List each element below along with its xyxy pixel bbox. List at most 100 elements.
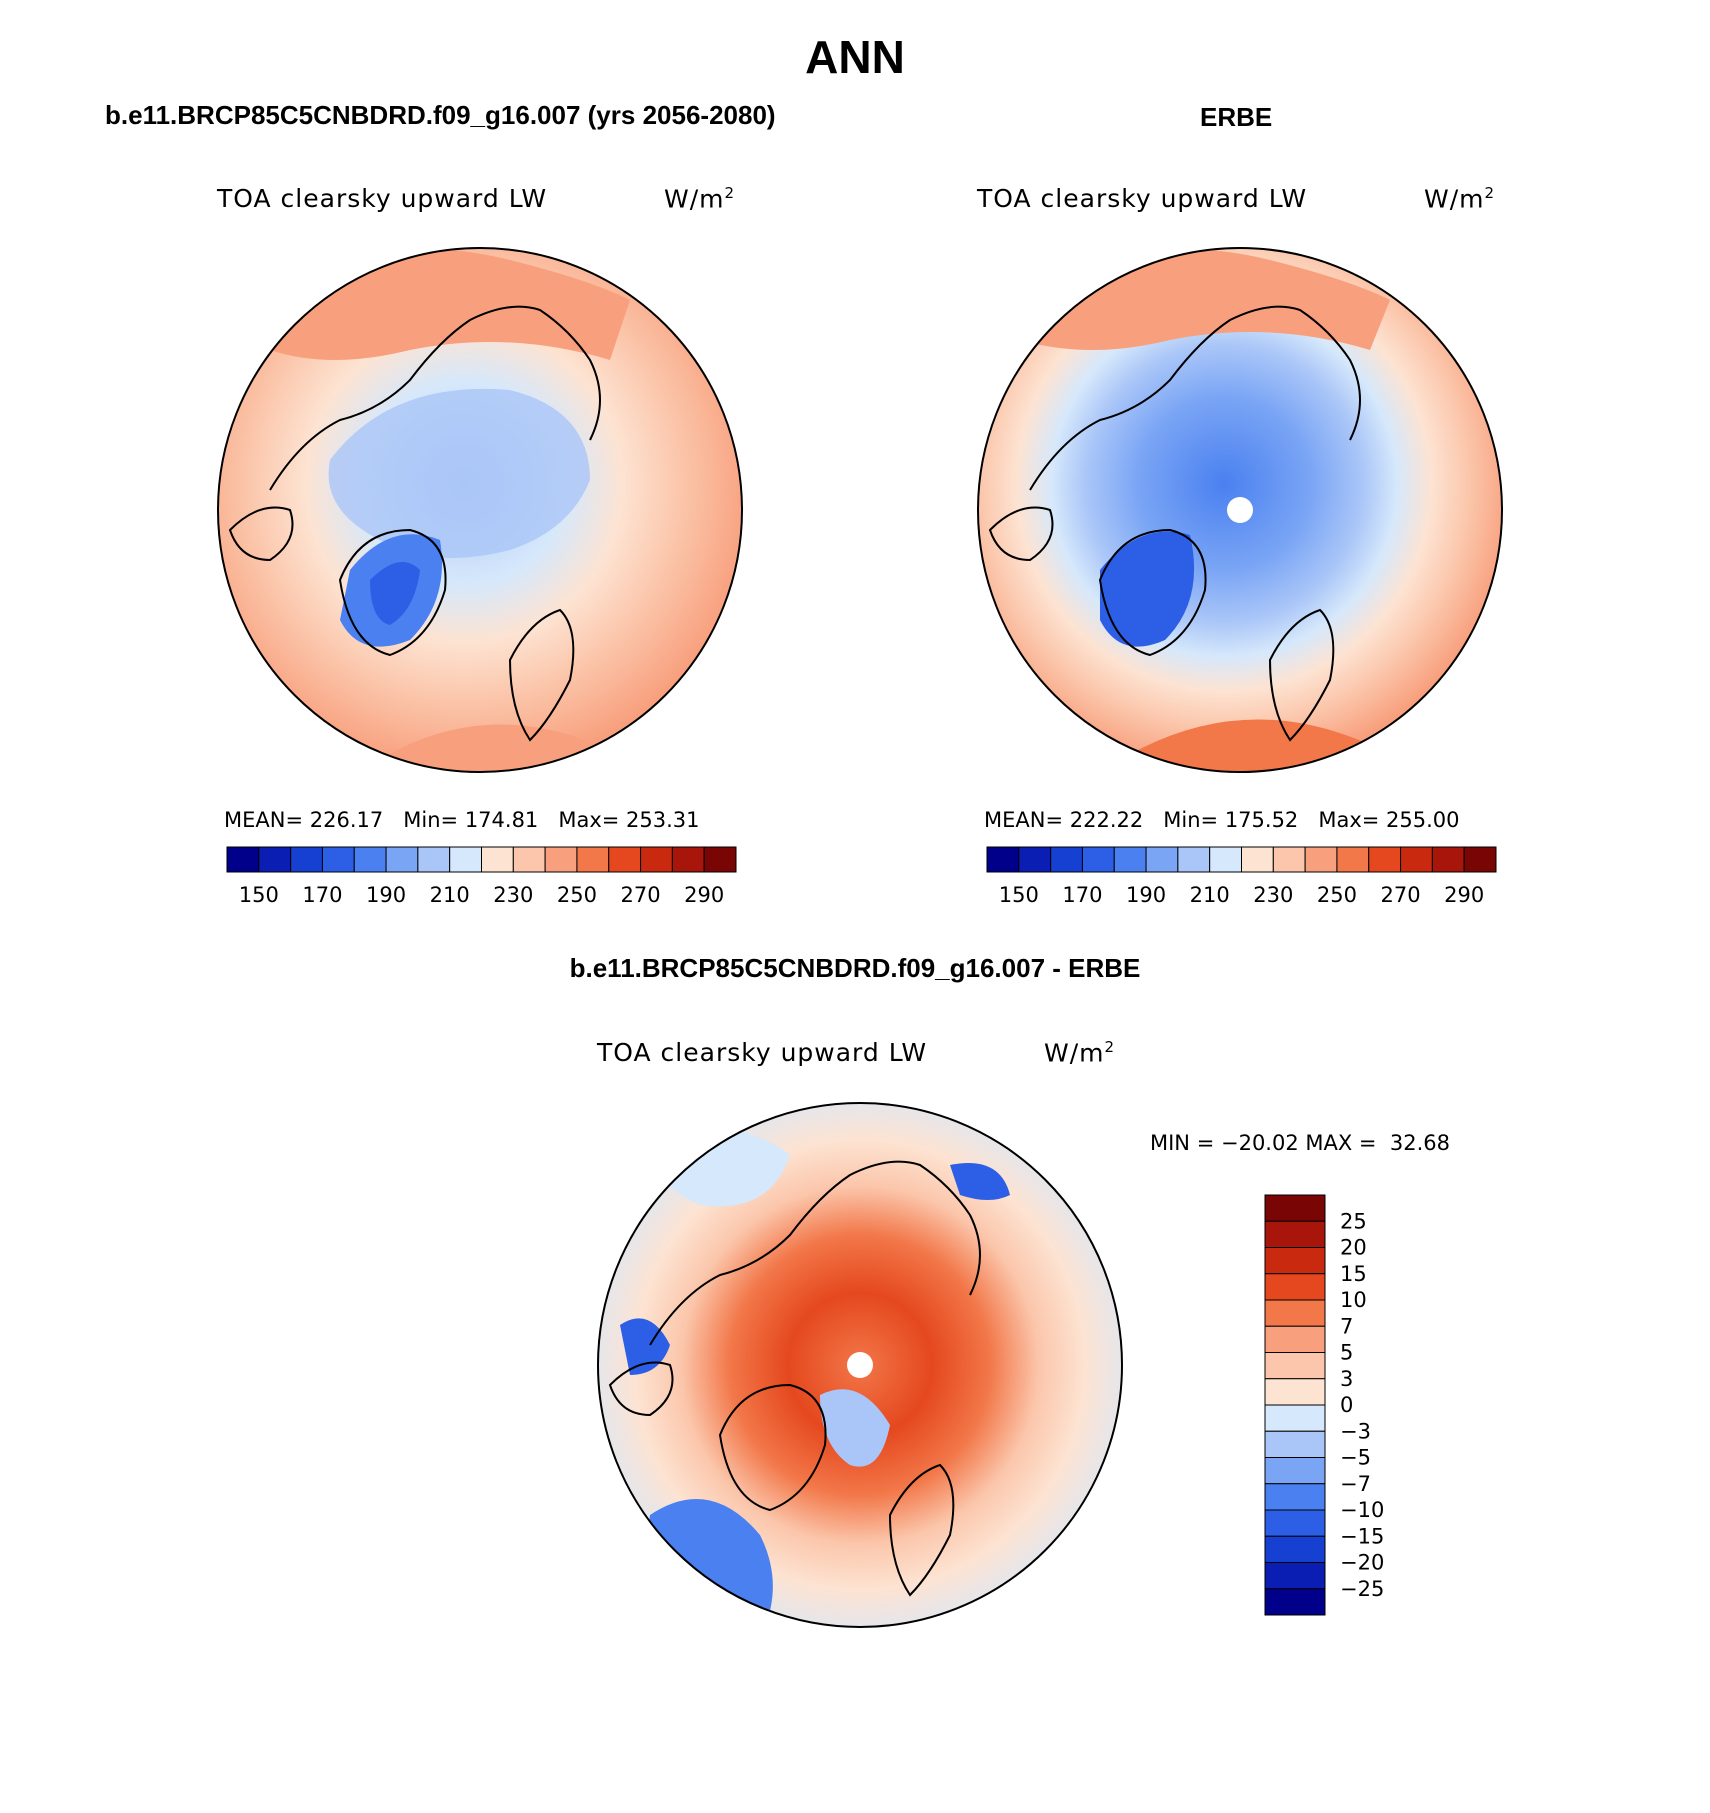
panel-2-colorbar-box — [1113, 846, 1147, 873]
panel-1-colorbar-box — [385, 846, 419, 873]
panel-1-colorbar-tick-label: 170 — [302, 883, 342, 907]
panel-3-stats: MIN = −20.02 MAX = 32.68 — [1150, 1131, 1451, 1155]
panel-3-colorbar-tick-label: 3 — [1340, 1367, 1353, 1391]
panel-1-colorbar-tick-label: 150 — [239, 883, 279, 907]
panel-3-colorbar-tick-label: 5 — [1340, 1341, 1353, 1365]
panel-2-colorbar-tick-label: 190 — [1126, 883, 1166, 907]
panel-2-greenland — [1100, 531, 1195, 647]
panel-1-colorbar-box — [703, 846, 737, 873]
panel-1-colorbar-box — [226, 846, 260, 873]
panel-1-colorbar-tick-label: 210 — [430, 883, 470, 907]
panel-1-stats: MEAN= 226.17 Min= 174.81 Max= 253.31 — [224, 808, 700, 832]
panel-1-coastlines — [228, 305, 601, 742]
panel-2-colorbar: 150 170 190 210 230 250 270 290 — [986, 846, 1497, 907]
panel-1-greenland-core — [370, 562, 420, 625]
panel-1-colorbar-box — [640, 846, 673, 873]
panel-2-colorbar-box — [1368, 846, 1402, 873]
panel-2-units: W/m2 — [1424, 184, 1496, 214]
panel-1-colorbar: 150 170 190 210 230 250 270 290 — [226, 846, 737, 907]
panel-2-map-border — [977, 247, 1503, 773]
panel-2-colorbar-tick-label: 170 — [1062, 883, 1102, 907]
panel-3-title: b.e11.BRCP85C5CNBDRD.f09_g16.007 - ERBE — [569, 953, 1141, 983]
panel-3-colorbar-box — [1264, 1404, 1326, 1432]
panel-1-colorbar-box — [544, 846, 578, 873]
panel-3-colorbar-box — [1264, 1588, 1326, 1616]
panel-3-colorbar-tick-label: −15 — [1340, 1524, 1384, 1548]
panel-1-arctic-ocean — [328, 388, 590, 558]
panel-3-map-border — [597, 1102, 1123, 1628]
panel-2-colorbar-box — [1463, 846, 1497, 873]
panel-3-colorbar-box — [1264, 1430, 1326, 1458]
panel-3-colorbar-box — [1264, 1299, 1326, 1327]
panel-2-pole-hole — [1227, 497, 1253, 523]
panel-2-colorbar-box — [1050, 846, 1083, 873]
panel-2-warm-region-south — [1080, 719, 1400, 772]
panel-2-colorbar-tick-label: 290 — [1444, 883, 1484, 907]
panel-1-variable-label: TOA clearsky upward LW — [217, 184, 548, 213]
panel-3-colorbar-box — [1264, 1483, 1326, 1511]
panel-3-colorbar-box — [1264, 1535, 1326, 1563]
panel-3-colorbar-tick-label: −5 — [1340, 1446, 1371, 1470]
panel-3-colorbar-tick-label: 15 — [1340, 1262, 1367, 1286]
panel-1-colorbar-tick-label: 250 — [557, 883, 597, 907]
panel-3-colorbar-tick-label: 7 — [1340, 1314, 1353, 1338]
panel-3-colorbar-box — [1264, 1325, 1326, 1353]
panel-1-map-border — [217, 247, 743, 773]
panel-3-colorbar-tick-label: −25 — [1340, 1577, 1384, 1601]
panel-2-colorbar-box — [1209, 846, 1242, 873]
panel-2-colorbar-box — [1304, 846, 1338, 873]
panel-1-colorbar-box — [671, 846, 705, 873]
panel-2-colorbar-box — [1336, 846, 1370, 873]
panel-1-warm-region-south — [330, 724, 630, 772]
panel-2-colorbar-box — [1431, 846, 1465, 873]
panel-2-colorbar-box — [1145, 846, 1179, 873]
panel-2-colorbar-tick-label: 210 — [1190, 883, 1230, 907]
panel-1-colorbar-box — [512, 846, 546, 873]
panel-1-colorbar-box — [481, 846, 514, 873]
panel-2-colorbar-tick-label: 230 — [1253, 883, 1293, 907]
panel-1-colorbar-box — [353, 846, 387, 873]
panel-2-colorbar-tick-label: 270 — [1381, 883, 1421, 907]
panel-1-colorbar-tick-label: 230 — [493, 883, 533, 907]
panel-3-units: W/m2 — [1044, 1038, 1116, 1068]
panel-3-colorbar-box — [1264, 1457, 1326, 1485]
panel-2-colorbar-box — [1400, 846, 1433, 873]
panel-3-colorbar-tick-label: 25 — [1340, 1209, 1367, 1233]
panel-3-colorbar-box — [1264, 1247, 1326, 1275]
panel-2-title: ERBE — [1200, 102, 1273, 132]
figure-title: ANN — [805, 31, 905, 83]
panel-2-colorbar-box — [1177, 846, 1211, 873]
panel-3-colorbar-tick-label: −10 — [1340, 1498, 1384, 1522]
panel-3-colorbar-box — [1264, 1509, 1326, 1537]
panel-3-colorbar-tick-label: −3 — [1340, 1419, 1371, 1443]
panel-3-negative-region-ne — [950, 1163, 1010, 1200]
panel-2-colorbar-box — [986, 846, 1020, 873]
panel-1-colorbar-tick-label: 190 — [366, 883, 406, 907]
panel-1-colorbar-box — [576, 846, 610, 873]
panel-2-map — [977, 247, 1503, 773]
panel-3-colorbar-box — [1264, 1562, 1326, 1590]
panel-3-colorbar-tick-label: 0 — [1340, 1393, 1353, 1417]
panel-1-colorbar-tick-label: 270 — [621, 883, 661, 907]
panel-2-coastlines — [988, 305, 1361, 742]
panel-2-colorbar-box — [1018, 846, 1052, 873]
panel-2-colorbar-box — [1272, 846, 1306, 873]
panel-3-colorbar-box — [1264, 1352, 1326, 1380]
panel-3-map — [597, 1102, 1123, 1628]
panel-1-title: b.e11.BRCP85C5CNBDRD.f09_g16.007 (yrs 20… — [105, 100, 776, 130]
panel-1-colorbar-box — [417, 846, 451, 873]
panel-2-colorbar-tick-label: 250 — [1317, 883, 1357, 907]
panel-3-colorbar-box — [1264, 1220, 1326, 1248]
panel-3-colorbar-box — [1264, 1273, 1326, 1301]
panel-2-variable-label: TOA clearsky upward LW — [977, 184, 1308, 213]
panel-3-colorbar-tick-label: 10 — [1340, 1288, 1367, 1312]
panel-1-colorbar-box — [449, 846, 482, 873]
panel-1-colorbar-box — [321, 846, 355, 873]
panel-3-negative-region-center — [820, 1389, 890, 1467]
panel-1-colorbar-box — [290, 846, 323, 873]
panel-3-colorbar-tick-label: 20 — [1340, 1236, 1367, 1260]
panel-1-colorbar-tick-label: 290 — [684, 883, 724, 907]
panel-3-pole-hole — [847, 1352, 873, 1378]
